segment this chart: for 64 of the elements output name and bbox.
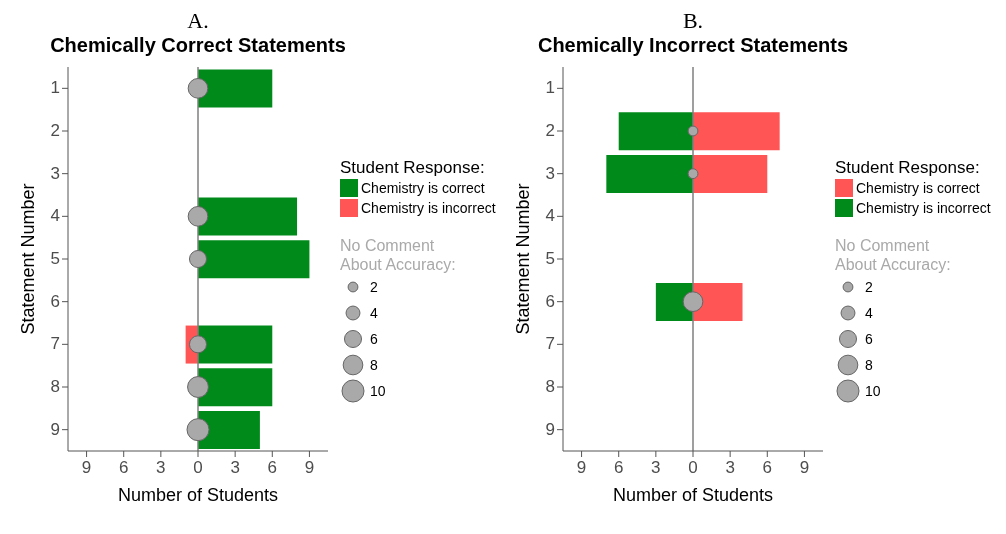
y-tick-label: 7 (50, 334, 60, 354)
y-tick-label: 6 (50, 291, 60, 311)
x-tick-label: 6 (613, 458, 624, 477)
bar (618, 112, 693, 151)
y-tick-label: 6 (545, 291, 555, 311)
bar (693, 112, 780, 151)
x-tick-label: 6 (118, 458, 129, 477)
y-tick-label: 4 (545, 206, 555, 226)
y-tick-label: 5 (545, 249, 555, 268)
legend-label: 10 (865, 383, 881, 399)
y-tick-label: 8 (50, 377, 60, 396)
y-tick-label: 5 (50, 249, 60, 268)
y-axis-title: Statement Number (513, 183, 534, 335)
x-tick-label: 9 (576, 458, 587, 477)
legend-label: 4 (370, 305, 378, 321)
chart-title: B. (681, 8, 705, 34)
x-tick-label: 3 (156, 458, 166, 477)
x-axis-title: Number of Students (117, 485, 279, 505)
legend-label: 8 (370, 357, 378, 373)
x-tick-label: 3 (725, 458, 735, 477)
y-tick-label: 7 (545, 334, 555, 354)
legend-label: 6 (370, 331, 378, 347)
y-axis-title: Statement Number (18, 183, 39, 335)
y-tick-label: 9 (545, 419, 555, 439)
bar (693, 154, 768, 193)
chart-title: A. (186, 8, 210, 34)
legend-label: 8 (865, 357, 873, 373)
x-tick-label: 0 (193, 458, 203, 477)
text: No Comment About Accuracy: (835, 236, 952, 274)
legend-label: Chemistry is incorrect (360, 199, 497, 218)
y-tick-label: 1 (50, 78, 60, 98)
legend-label: 10 (370, 383, 386, 399)
legend-label: 2 (865, 279, 873, 295)
y-tick-label: 4 (50, 206, 60, 226)
x-tick-label: 6 (267, 458, 278, 477)
x-tick-label: 9 (304, 458, 315, 477)
legend-label: 4 (865, 305, 873, 321)
x-tick-label: 0 (688, 458, 698, 477)
x-tick-label: 3 (651, 458, 661, 477)
x-tick-label: 3 (230, 458, 240, 477)
text: No Comment About Accuracy: (340, 236, 457, 274)
legend-label: Chemistry is incorrect (855, 199, 992, 218)
y-tick-label: 8 (545, 377, 555, 396)
x-tick-label: 9 (799, 458, 810, 477)
legend-label: 2 (370, 279, 378, 295)
bar (198, 240, 310, 279)
legend-label: 6 (865, 331, 873, 347)
chart-subtitle: Chemically Correct Statements (49, 34, 347, 57)
y-tick-label: 3 (50, 163, 60, 183)
bar (606, 154, 693, 193)
y-tick-label: 2 (545, 121, 555, 140)
y-tick-label: 3 (545, 163, 555, 183)
x-tick-label: 9 (81, 458, 92, 477)
x-tick-label: 6 (762, 458, 773, 477)
bar (198, 325, 273, 364)
legend-label: Chemistry is correct (855, 179, 981, 198)
chart-subtitle: Chemically Incorrect Statements (536, 34, 850, 57)
y-tick-label: 2 (50, 121, 60, 140)
legend-title: Student Response: (340, 158, 486, 178)
x-axis-title: Number of Students (612, 485, 774, 505)
legend-label: Chemistry is correct (360, 179, 486, 198)
y-tick-label: 1 (545, 78, 555, 98)
y-tick-label: 9 (50, 419, 60, 439)
legend-title: Student Response: (835, 158, 981, 178)
